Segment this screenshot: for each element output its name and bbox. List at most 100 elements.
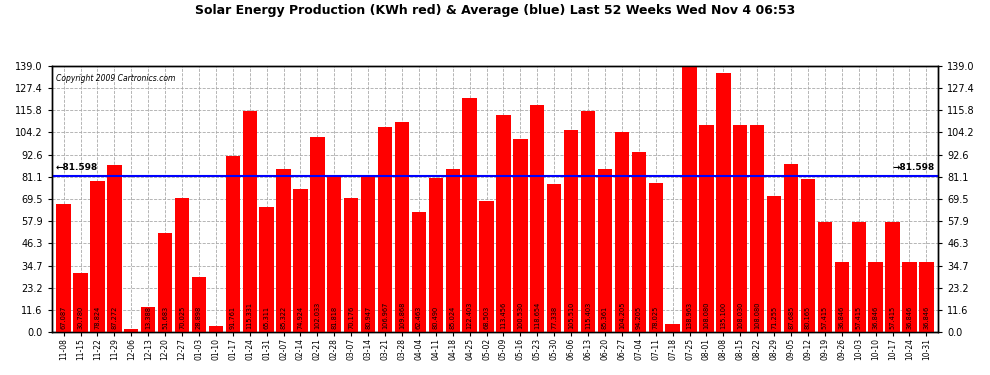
Bar [615, 132, 629, 332]
Text: 70.025: 70.025 [179, 306, 185, 329]
Bar [158, 233, 172, 332]
Bar [851, 222, 866, 332]
Text: 85.361: 85.361 [602, 306, 608, 329]
Text: 109.868: 109.868 [399, 302, 405, 329]
Bar [665, 324, 680, 332]
Bar [784, 164, 798, 332]
Text: 36.846: 36.846 [924, 306, 930, 329]
Text: 85.024: 85.024 [449, 306, 455, 329]
Bar [310, 136, 325, 332]
Text: 51.683: 51.683 [162, 306, 168, 329]
Text: Solar Energy Production (KWh red) & Average (blue) Last 52 Weeks Wed Nov 4 06:53: Solar Energy Production (KWh red) & Aver… [195, 4, 795, 17]
Bar [581, 111, 595, 332]
Bar [327, 176, 342, 332]
Text: 36.846: 36.846 [839, 306, 844, 329]
Text: 87.685: 87.685 [788, 306, 794, 329]
Bar [479, 201, 494, 332]
Bar [530, 105, 544, 332]
Bar [293, 189, 308, 332]
Bar [919, 262, 934, 332]
Text: 108.030: 108.030 [738, 302, 743, 329]
Text: 13.388: 13.388 [146, 306, 151, 329]
Text: 81.818: 81.818 [332, 306, 338, 329]
Bar [699, 125, 714, 332]
Bar [175, 198, 189, 332]
Text: 57.415: 57.415 [822, 306, 828, 329]
Text: 115.403: 115.403 [585, 302, 591, 329]
Text: 36.846: 36.846 [872, 306, 879, 329]
Bar [73, 273, 88, 332]
Bar [734, 125, 747, 332]
Bar [632, 152, 646, 332]
Text: 113.456: 113.456 [501, 302, 507, 329]
Text: 94.205: 94.205 [636, 306, 642, 329]
Bar [243, 111, 256, 332]
Bar [598, 169, 612, 332]
Text: 87.272: 87.272 [111, 306, 118, 329]
Text: 104.205: 104.205 [619, 302, 625, 329]
Text: 62.463: 62.463 [416, 306, 422, 329]
Bar [429, 178, 443, 332]
Bar [648, 183, 663, 332]
Text: 108.080: 108.080 [704, 302, 710, 329]
Bar [446, 169, 460, 332]
Bar [564, 130, 578, 332]
Bar [868, 262, 883, 332]
Bar [513, 140, 528, 332]
Bar [361, 177, 375, 332]
Bar [90, 181, 105, 332]
Text: 91.761: 91.761 [230, 306, 236, 329]
Bar [682, 66, 697, 332]
Text: 57.415: 57.415 [855, 306, 861, 329]
Text: 30.780: 30.780 [77, 306, 83, 329]
Text: 102.033: 102.033 [315, 302, 321, 329]
Text: 67.087: 67.087 [60, 306, 66, 329]
Text: 135.100: 135.100 [721, 302, 727, 329]
Bar [141, 306, 155, 332]
Text: 118.654: 118.654 [535, 302, 541, 329]
Bar [378, 127, 392, 332]
Text: 80.947: 80.947 [365, 306, 371, 329]
Bar [818, 222, 832, 332]
Text: 65.311: 65.311 [263, 306, 269, 329]
Bar [412, 213, 426, 332]
Bar [885, 222, 900, 332]
Text: 105.510: 105.510 [568, 302, 574, 329]
Bar [496, 115, 511, 332]
Text: 85.322: 85.322 [280, 306, 286, 329]
Text: 138.963: 138.963 [686, 302, 693, 329]
Bar [835, 262, 849, 332]
Bar [462, 98, 477, 332]
Text: 74.924: 74.924 [297, 306, 304, 329]
Bar [902, 262, 917, 332]
Bar [124, 329, 139, 332]
Bar [547, 184, 561, 332]
Text: 77.338: 77.338 [551, 306, 557, 329]
Text: Copyright 2009 Cartronics.com: Copyright 2009 Cartronics.com [56, 74, 175, 83]
Bar [276, 169, 291, 332]
Bar [344, 198, 358, 332]
Bar [56, 204, 71, 332]
Text: 78.824: 78.824 [94, 306, 100, 329]
Text: ←81.598: ←81.598 [55, 163, 97, 172]
Bar [716, 73, 731, 332]
Text: 71.255: 71.255 [771, 306, 777, 329]
Bar [209, 326, 223, 332]
Text: 80.165: 80.165 [805, 306, 811, 329]
Text: →81.598: →81.598 [893, 163, 935, 172]
Bar [192, 277, 206, 332]
Text: 57.415: 57.415 [890, 306, 896, 329]
Text: 68.503: 68.503 [483, 306, 489, 329]
Text: 78.025: 78.025 [652, 306, 658, 329]
Text: 80.490: 80.490 [433, 306, 439, 329]
Text: 122.403: 122.403 [466, 302, 472, 329]
Bar [395, 122, 409, 332]
Text: 70.176: 70.176 [348, 306, 354, 329]
Text: 115.331: 115.331 [247, 302, 252, 329]
Bar [750, 125, 764, 332]
Text: 36.846: 36.846 [907, 306, 913, 329]
Text: 106.967: 106.967 [382, 302, 388, 329]
Bar [259, 207, 274, 332]
Bar [226, 156, 240, 332]
Text: 100.530: 100.530 [518, 302, 524, 329]
